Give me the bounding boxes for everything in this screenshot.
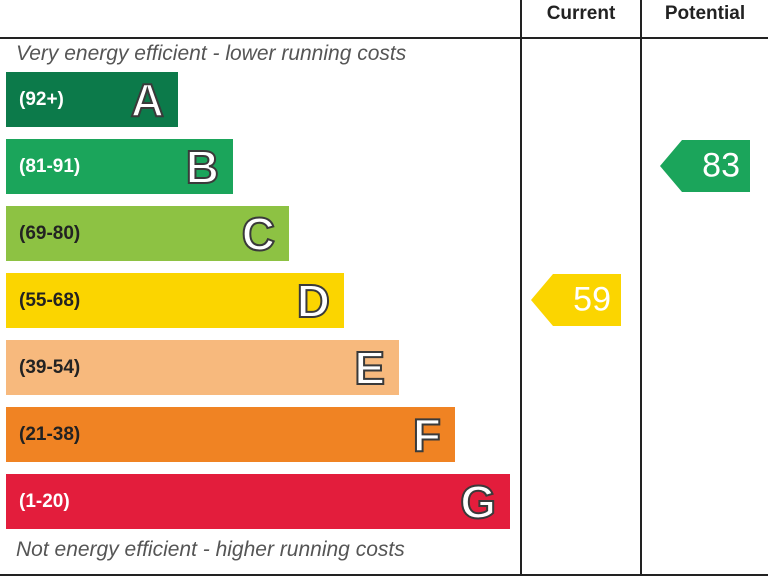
band-a: (92+) A xyxy=(6,72,178,127)
band-g: (1-20) G xyxy=(6,474,510,529)
divider-current xyxy=(520,0,522,576)
band-range-label: (1-20) xyxy=(19,490,70,512)
band-range-label: (21-38) xyxy=(19,423,81,445)
band-d: (55-68) D xyxy=(6,273,344,328)
band-letter: F xyxy=(412,408,442,462)
current-rating-value: 59 xyxy=(573,280,611,319)
band-letter: E xyxy=(353,341,386,395)
band-letter: G xyxy=(459,475,497,529)
band-range-label: (69-80) xyxy=(19,222,81,244)
bottom-caption: Not energy efficient - higher running co… xyxy=(16,538,405,561)
band-letter: A xyxy=(130,73,165,127)
band-letter: C xyxy=(241,207,276,261)
band-letter: B xyxy=(185,140,220,194)
divider-potential xyxy=(640,0,642,576)
band-b: (81-91) B xyxy=(6,139,233,194)
band-range-label: (39-54) xyxy=(19,356,81,378)
band-range-label: (81-91) xyxy=(19,155,81,177)
potential-rating-arrow: 83 xyxy=(660,140,750,192)
band-e: (39-54) E xyxy=(6,340,399,395)
bottom-rule xyxy=(0,574,768,576)
potential-rating-value: 83 xyxy=(702,146,740,185)
band-f: (21-38) F xyxy=(6,407,455,462)
potential-column-header: Potential xyxy=(664,3,746,24)
top-caption: Very energy efficient - lower running co… xyxy=(16,42,407,65)
band-c: (69-80) C xyxy=(6,206,289,261)
header-rule xyxy=(0,37,768,39)
band-letter: D xyxy=(296,274,331,328)
current-column-header: Current xyxy=(546,3,616,24)
band-range-label: (92+) xyxy=(19,88,64,110)
current-rating-arrow: 59 xyxy=(531,274,621,326)
band-range-label: (55-68) xyxy=(19,289,81,311)
